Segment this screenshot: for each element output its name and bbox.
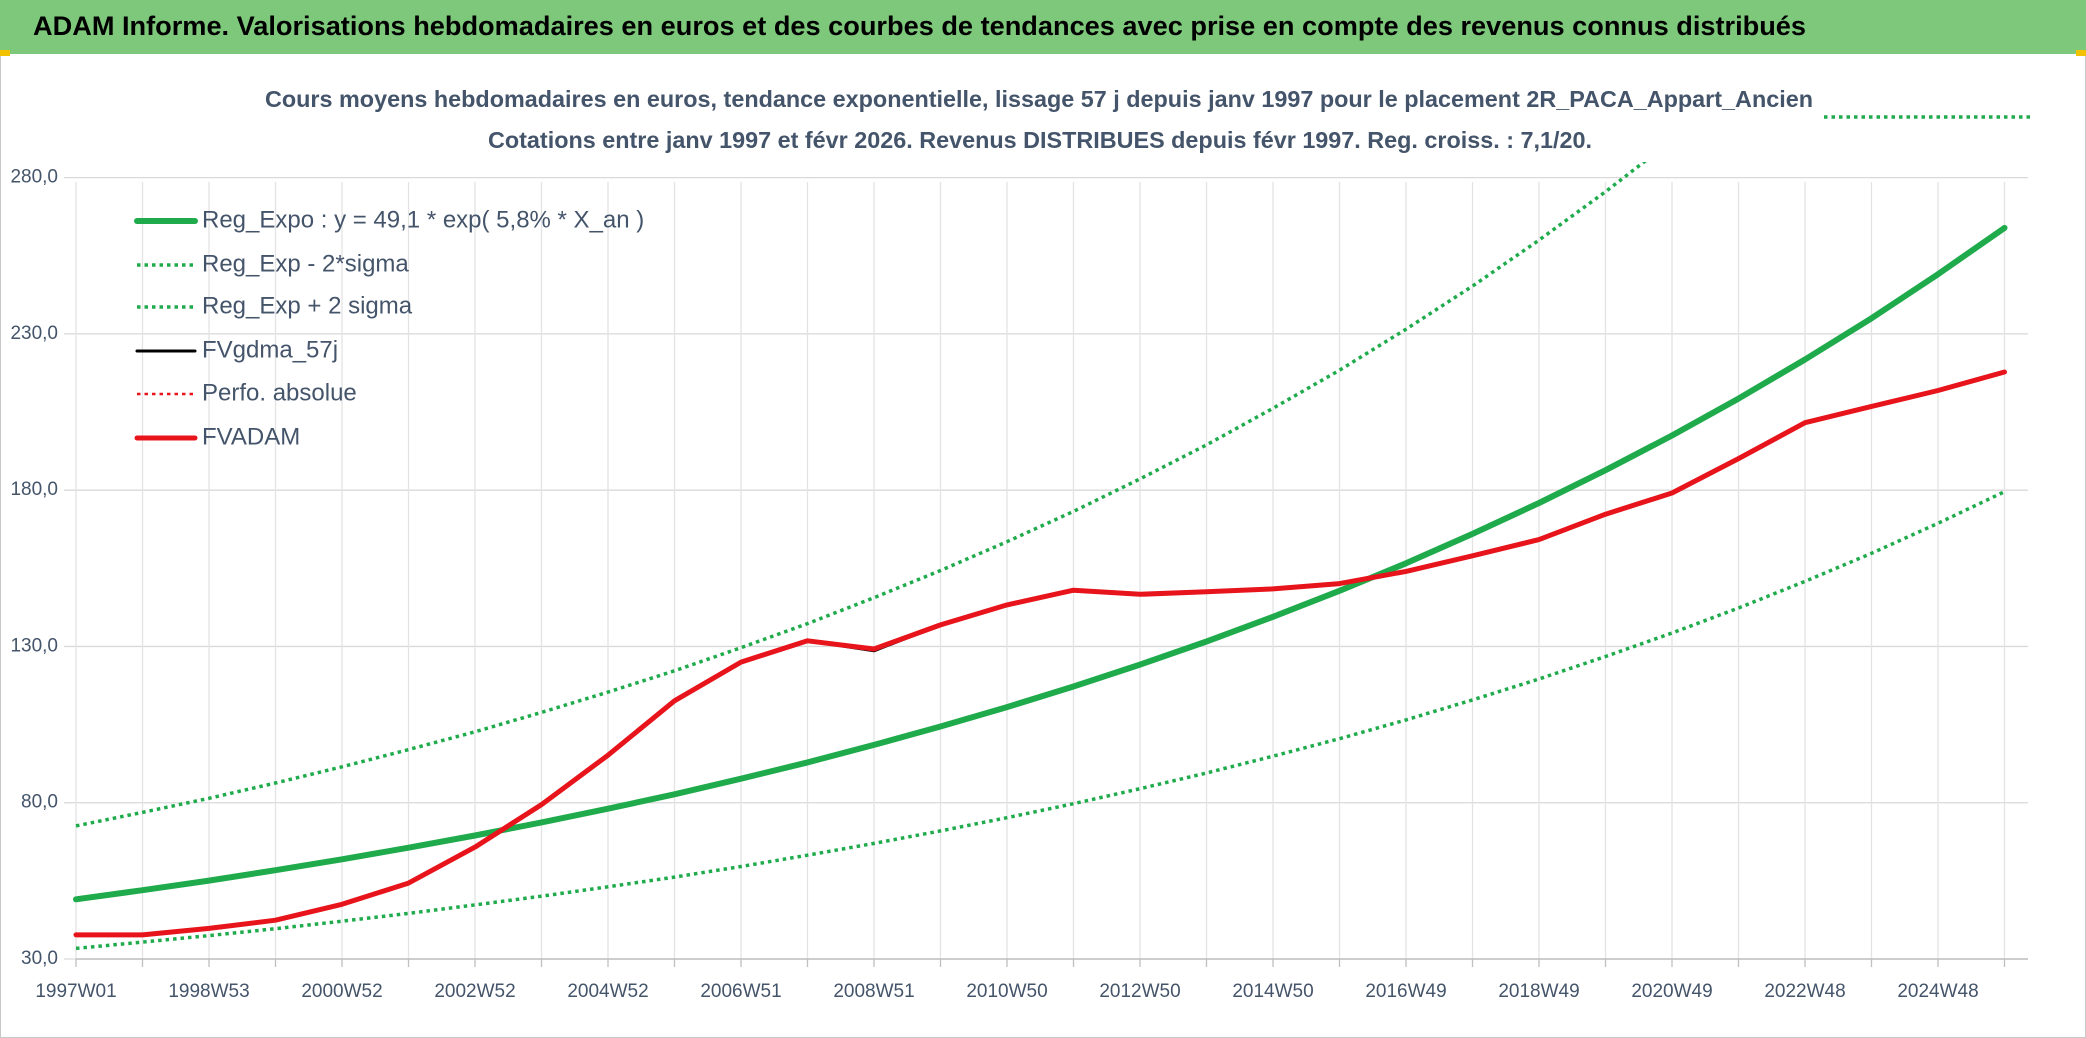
series-line bbox=[73, 224, 2008, 903]
legend-label: FVgdma_57j bbox=[202, 336, 338, 363]
x-tick-label: 2002W52 bbox=[434, 981, 515, 1002]
series-group bbox=[73, 162, 2008, 951]
y-tick-label: 230,0 bbox=[10, 323, 58, 344]
legend-label: Reg_Expo : y = 49,1 * exp( 5,8% * X_an ) bbox=[202, 206, 644, 233]
x-tick-label: 2004W52 bbox=[567, 981, 648, 1002]
series-line bbox=[75, 490, 2006, 951]
y-tick-label: 30,0 bbox=[21, 948, 58, 969]
legend-label: Reg_Exp - 2*sigma bbox=[202, 250, 409, 277]
grid: 30,0 80,0 130,0 180,0 230,0 280,0 1997W01 1998W… bbox=[10, 167, 2028, 1002]
x-tick-label: 1997W01 bbox=[35, 981, 116, 1002]
x-tick-label: 2018W49 bbox=[1498, 981, 1579, 1002]
header-bar bbox=[0, 0, 2086, 54]
y-tick-label: 130,0 bbox=[10, 635, 58, 656]
series-line bbox=[75, 162, 1647, 828]
series-line bbox=[73, 369, 2007, 938]
x-tick-label: 2006W51 bbox=[700, 981, 781, 1002]
x-tick-label: 1998W53 bbox=[168, 981, 249, 1002]
x-tick-label: 2022W48 bbox=[1764, 981, 1845, 1002]
x-tick-label: 2020W49 bbox=[1631, 981, 1712, 1002]
x-tick-label: 2012W50 bbox=[1099, 981, 1180, 1002]
x-tick-label: 2008W51 bbox=[833, 981, 914, 1002]
corner bbox=[0, 50, 10, 56]
y-tick-label: 180,0 bbox=[10, 479, 58, 500]
x-tick-label: 2024W48 bbox=[1897, 981, 1978, 1002]
corner bbox=[2076, 50, 2086, 56]
legend: Reg_Expo : y = 49,1 * exp( 5,8% * X_an )… bbox=[134, 206, 644, 450]
y-tick-label: 80,0 bbox=[21, 792, 58, 813]
x-tick-label: 2010W50 bbox=[966, 981, 1047, 1002]
legend-label: Reg_Exp + 2 sigma bbox=[202, 292, 413, 319]
chart-title: ADAM Informe. Valorisations hebdomadaire… bbox=[33, 11, 1806, 41]
chart-subtitle: Cotations entre janv 1997 et févr 2026. … bbox=[488, 127, 1592, 153]
legend-label: Perfo. absolue bbox=[202, 379, 357, 406]
x-tick-label: 2016W49 bbox=[1365, 981, 1446, 1002]
legend-label: FVADAM bbox=[202, 423, 300, 450]
x-tick-label: 2000W52 bbox=[301, 981, 382, 1002]
x-tick-label: 2014W50 bbox=[1232, 981, 1313, 1002]
y-tick-label: 280,0 bbox=[10, 167, 58, 188]
chart-subtitle: Cours moyens hebdomadaires en euros, ten… bbox=[265, 86, 1813, 112]
